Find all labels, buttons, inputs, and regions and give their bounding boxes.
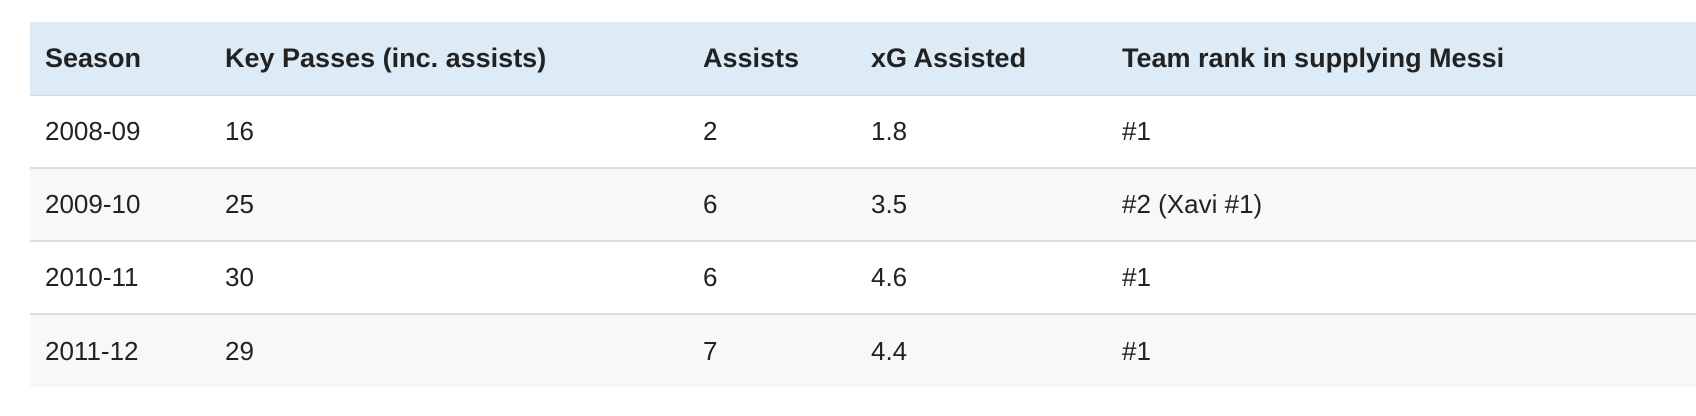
cell-season: 2009-10 xyxy=(45,189,141,219)
cell-team-rank: #1 xyxy=(1122,262,1151,292)
table-header: Season Key Passes (inc. assists) Assists… xyxy=(30,22,1696,96)
cell-xg-assisted: 4.6 xyxy=(871,262,908,292)
cell-assists: 6 xyxy=(703,189,718,219)
table-row: 2009-10 25 6 3.5 #2 (Xavi #1) xyxy=(30,168,1696,241)
cell-assists: 7 xyxy=(703,335,718,366)
stats-table: Season Key Passes (inc. assists) Assists… xyxy=(30,22,1696,387)
cell-season: 2008-09 xyxy=(45,115,141,146)
cell-key-passes: 30 xyxy=(225,262,254,292)
cell-team-rank: #2 (Xavi #1) xyxy=(1122,189,1263,219)
cell-xg-assisted: 1.8 xyxy=(871,115,908,146)
cell-assists: 6 xyxy=(703,262,718,292)
header-row: Season Key Passes (inc. assists) Assists… xyxy=(30,22,1696,96)
cell-team-rank: #1 xyxy=(1122,115,1151,146)
cell-team-rank: #1 xyxy=(1122,335,1151,366)
cell-season: 2011-12 xyxy=(45,335,139,366)
cell-assists: 2 xyxy=(703,115,718,146)
cell-key-passes: 16 xyxy=(225,115,254,146)
table-body: 2008-09 16 2 1.8 #1 2009-10 25 6 3.5 #2 … xyxy=(30,95,1696,387)
header-assists: Assists xyxy=(688,22,856,96)
header-team-rank: Team rank in supplying Messi xyxy=(1107,22,1696,96)
header-season: Season xyxy=(30,22,210,96)
cell-season: 2010-11 xyxy=(45,262,139,292)
header-key-passes: Key Passes (inc. assists) xyxy=(210,22,688,96)
cell-key-passes: 25 xyxy=(225,189,254,219)
header-xg-assisted: xG Assisted xyxy=(856,22,1107,96)
cell-xg-assisted: 3.5 xyxy=(871,189,908,219)
stats-table-container: Season Key Passes (inc. assists) Assists… xyxy=(30,22,1696,387)
cell-xg-assisted: 4.4 xyxy=(871,335,908,366)
table-row: 2010-11 30 6 4.6 #1 xyxy=(30,241,1696,314)
table-row: 2011-12 29 7 4.4 #1 xyxy=(30,314,1696,387)
cell-key-passes: 29 xyxy=(225,335,254,366)
table-row: 2008-09 16 2 1.8 #1 xyxy=(30,95,1696,168)
